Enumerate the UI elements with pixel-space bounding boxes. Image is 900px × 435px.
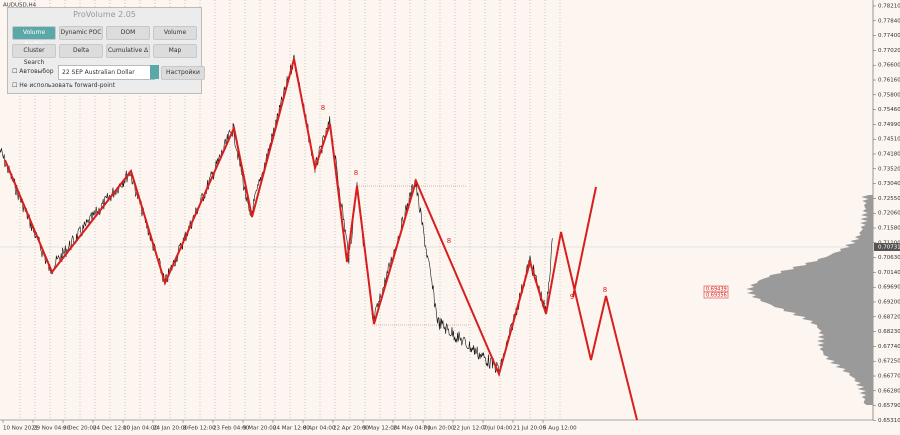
time-label: 29 Nov 04:00 [33,426,71,432]
settings-button[interactable]: Настройки [161,66,205,80]
tool-button[interactable]: Volume Profile [12,26,56,48]
wave-label: 8 [603,286,607,294]
time-label: 10 Nov 2021 [3,426,38,432]
auto-select[interactable]: ☐ Автовыбор [12,68,54,75]
volume-profile [746,195,873,405]
price-label: 0.65790 [878,403,900,409]
time-label: 24 Jan 20:00 [153,426,188,432]
time-label: 22 Apr 20:00 [333,426,369,432]
label: Настройки [166,69,200,76]
price-label: 0.73520 [878,166,900,172]
time-label: 23 Feb 04:00 [213,426,250,432]
time-label: 24 Dec 12:00 [93,426,130,432]
wave-label: 8 [354,169,358,177]
price-label: 0.68720 [878,314,900,320]
wave-label: 8 [447,237,451,245]
price-label: 0.77400 [878,33,900,39]
price-label: 0.74510 [878,137,900,143]
time-label: 22 Jun 12:00 [453,426,488,432]
price-label: 0.77020 [878,48,900,54]
time-label: 8 Apr 04:00 [303,426,336,432]
price-label: 0.68230 [878,329,900,335]
tool-button[interactable]: Map [153,44,197,58]
symbol: AUDUSD,H4 [3,3,37,9]
price-label: 0.74990 [878,122,900,128]
price-label: 0.70630 [878,255,900,261]
tool-button[interactable]: Delta [59,44,103,58]
panel-title: ProVolume 2.05 [73,10,136,19]
price-label: 0.69200 [878,300,900,306]
time-label: 9 Dec 20:00 [63,426,97,432]
time-label: 7 Jun 20:00 [423,426,455,432]
tool-button[interactable]: Cluster Search [12,44,56,66]
level-box [703,291,729,299]
price-label: 0.67250 [878,359,900,365]
wave-label: 8 [321,104,325,112]
price-label: 0.70140 [878,270,900,276]
time-label: 21 Jul 20:00 [513,426,546,432]
tool-button[interactable]: Cumulative Δ [106,44,150,58]
tool-button[interactable]: Dynamic POC [59,26,103,40]
label: Автовыбор [19,68,54,75]
price-label: 0.66280 [878,388,900,394]
time-label: 24 Mar 12:00 [273,426,310,432]
forward-point[interactable]: ☐ Не использовать forward-point [12,82,116,89]
dropdown-arrow[interactable] [150,65,159,79]
price-label: 0.72060 [878,211,900,217]
forecast-line [572,186,597,298]
price-label: 0.78210 [878,4,900,10]
price-label: 0.76600 [878,63,900,69]
instrument-select[interactable]: 22 SEP Australian Dollar [58,65,155,80]
current-price-box [874,243,900,251]
price-label: 0.72550 [878,196,900,202]
price-label: 0.66770 [878,374,900,380]
wave-label: 9 [570,293,574,301]
time-label: 10 Jan 04:00 [123,426,158,432]
time-label: 24 May 04:00 [393,426,431,432]
time-label: 8 Feb 12:00 [183,426,216,432]
time-label: 5 Aug 12:00 [543,426,577,432]
level-label: 0.69439 [706,287,727,293]
price-axis [873,0,900,435]
price-line [0,54,553,373]
label: 22 SEP Australian Dollar [62,69,135,76]
provolume-panel: ProVolume 2.05 Volume ProfileDynamic POC… [7,7,205,94]
price-label: 0.75460 [878,107,900,113]
price-label: 0.75800 [878,92,900,98]
price-label: 0.67740 [878,344,900,350]
price-label: 0.76160 [878,78,900,84]
zigzag [4,58,638,421]
time-label: 9 Mar 20:00 [243,426,277,432]
price-label: 0.71580 [878,226,900,232]
tool-button[interactable]: DOM [106,26,150,40]
time-label: 9 May 12:00 [363,426,398,432]
level-label: 0.69356 [706,293,727,299]
price-label: 0.74180 [878,152,900,158]
price-label: 0.77840 [878,18,900,24]
time-label: 7 Jul 04:00 [483,426,513,432]
price-label: 0.69690 [878,285,900,291]
label: Не использовать forward-point [19,82,116,89]
tool-button[interactable]: Volume [153,26,197,40]
price-label: 0.65310 [878,418,900,424]
current-price: 0.70731 [878,245,900,251]
price-label: 0.73040 [878,181,900,187]
